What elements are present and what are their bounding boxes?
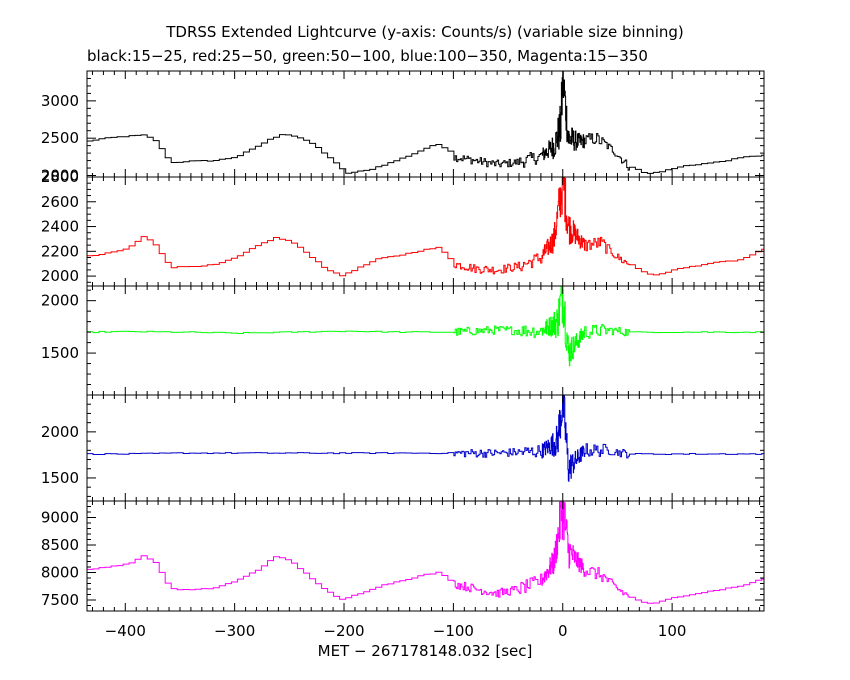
chart-title: TDRSS Extended Lightcurve (y-axis: Count… (165, 23, 684, 41)
series-red-line (87, 177, 764, 277)
y-tick-label: 2200 (41, 242, 79, 260)
x-tick-label: −200 (323, 622, 364, 640)
panel-frame (86, 176, 765, 287)
y-tick-label: 2600 (41, 193, 79, 211)
panel-magenta: 7500 8000 8500 9000 (41, 500, 765, 612)
y-tick-label: 2000 (41, 167, 79, 185)
x-tick-label: −300 (214, 622, 255, 640)
y-tick-label: 8500 (41, 536, 79, 554)
panel-frame (86, 70, 765, 178)
panel-frame (86, 500, 765, 612)
panel-frame (86, 285, 765, 396)
x-tick-label: −100 (433, 622, 474, 640)
y-tick-label: 2000 (41, 423, 79, 441)
y-tick-label: 9000 (41, 509, 79, 527)
y-tick-label: 2000 (41, 267, 79, 285)
y-tick-label: 2000 (41, 292, 79, 310)
series-magenta-line (87, 501, 764, 604)
panel-frame (86, 394, 765, 502)
y-tick-label: 1500 (41, 469, 79, 487)
series-blue-line (87, 395, 764, 482)
y-tick-label: 2500 (41, 129, 79, 147)
x-tick-label: −400 (105, 622, 146, 640)
x-tick-label: 0 (558, 622, 568, 640)
panel-green: 1500 2000 (41, 285, 765, 396)
panel-red: 2000 2200 2400 2600 2800 (41, 168, 765, 287)
x-tick-label: 100 (658, 622, 687, 640)
panels-group: 2000 2500 3000 2000 2200 2400 2600 2800 1500 2000… (41, 70, 765, 640)
panel-blue: 1500 2000 (41, 394, 765, 502)
series-green-line (87, 286, 764, 367)
y-tick-label: 3000 (41, 92, 79, 110)
y-tick-label: 2800 (41, 168, 79, 186)
y-tick-label: 8000 (41, 564, 79, 582)
y-tick-label: 2400 (41, 218, 79, 236)
y-tick-label: 1500 (41, 344, 79, 362)
series-black-line (87, 71, 764, 174)
chart-subtitle: black:15−25, red:25−50, green:50−100, bl… (87, 47, 648, 65)
y-tick-label: 7500 (41, 591, 79, 609)
x-axis-label: MET − 267178148.032 [sec] (318, 642, 533, 660)
panel-black: 2000 2500 3000 (41, 70, 765, 185)
